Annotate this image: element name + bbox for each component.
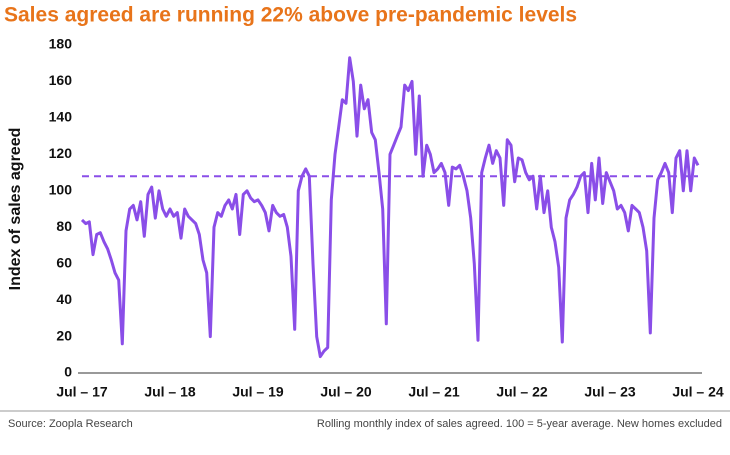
x-tick-label: Jul – 19 — [232, 384, 284, 400]
y-tick-label: 40 — [56, 291, 72, 307]
chart-title: Sales agreed are running 22% above pre-p… — [4, 4, 577, 27]
y-tick-label: 180 — [49, 36, 73, 52]
y-tick-label: 60 — [56, 254, 72, 270]
y-tick-label: 100 — [49, 181, 73, 197]
y-tick-label: 120 — [49, 145, 73, 161]
x-tick-label: Jul – 24 — [672, 384, 724, 400]
y-tick-label: 140 — [49, 109, 73, 125]
y-tick-label: 0 — [64, 364, 72, 380]
y-tick-label: 80 — [56, 218, 72, 234]
note: Rolling monthly index of sales agreed. 1… — [317, 418, 722, 430]
x-tick-label: Jul – 23 — [584, 384, 636, 400]
x-tick-label: Jul – 20 — [320, 384, 372, 400]
x-tick-label: Jul – 17 — [56, 384, 108, 400]
y-tick-label: 20 — [56, 327, 72, 343]
x-tick-label: Jul – 21 — [408, 384, 460, 400]
y-axis-label: Index of sales agreed — [7, 128, 24, 291]
x-tick-label: Jul – 22 — [496, 384, 548, 400]
series-line — [80, 56, 700, 359]
x-tick-label: Jul – 18 — [144, 384, 196, 400]
y-tick-label: 160 — [49, 72, 73, 88]
source: Source: Zoopla Research — [8, 418, 133, 430]
